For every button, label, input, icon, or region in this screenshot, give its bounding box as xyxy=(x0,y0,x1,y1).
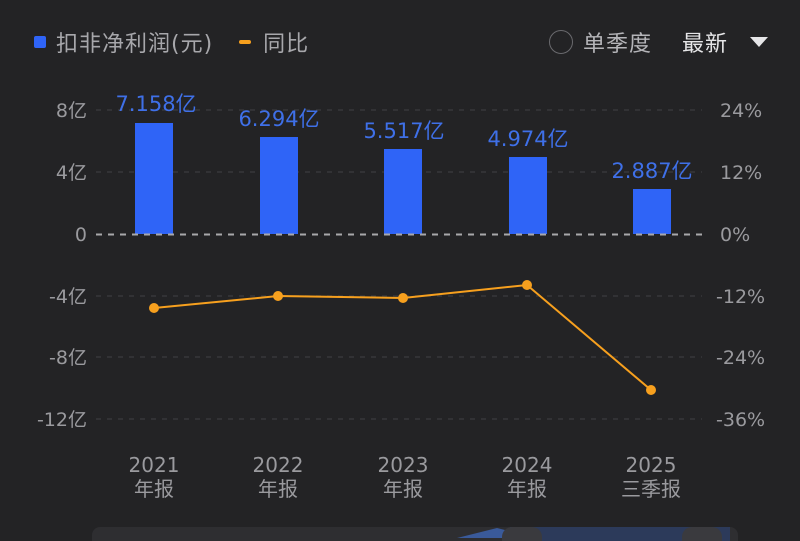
range-handle-left[interactable] xyxy=(502,527,542,541)
right-axis: 24% 12% 0% -12% -24% -36% xyxy=(716,100,765,431)
bars xyxy=(135,123,671,234)
yoy-line xyxy=(149,280,656,395)
yoy-point-2025[interactable] xyxy=(646,385,656,395)
range-handle-right[interactable] xyxy=(682,527,722,541)
x-tick-year: 2021 xyxy=(129,453,180,477)
x-tick-type: 三季报 xyxy=(621,477,681,501)
bar-2025[interactable] xyxy=(633,189,671,234)
left-tick: -8亿 xyxy=(49,347,87,369)
triangle-down-icon[interactable] xyxy=(750,37,768,47)
chart-controls: 单季度 最新 xyxy=(548,24,768,60)
yoy-point-2021[interactable] xyxy=(149,303,159,313)
x-tick-type: 年报 xyxy=(383,477,423,501)
single-quarter-radio[interactable] xyxy=(548,30,573,54)
x-tick-year: 2023 xyxy=(378,453,429,477)
x-tick-year: 2025 xyxy=(626,453,677,477)
right-tick: -24% xyxy=(716,347,765,369)
yoy-point-2023[interactable] xyxy=(398,293,408,303)
bar-2023[interactable] xyxy=(384,149,422,234)
bar-2022[interactable] xyxy=(260,137,298,234)
left-tick: -12亿 xyxy=(37,409,87,431)
sort-dropdown-label[interactable]: 最新 xyxy=(681,32,728,57)
x-tick-year: 2024 xyxy=(502,453,553,477)
right-tick: -12% xyxy=(716,286,765,308)
legend-label-net-profit: 扣非净利润(元) xyxy=(56,32,214,57)
left-tick: 8亿 xyxy=(56,100,87,122)
square-marker-icon xyxy=(34,36,46,48)
right-tick: 24% xyxy=(720,100,762,122)
right-tick: -36% xyxy=(716,409,765,431)
x-axis: 2021 年报 2022 年报 2023 年报 2024 年报 2025 三季报 xyxy=(129,453,681,501)
left-axis: 8亿 4亿 0 -4亿 -8亿 -12亿 xyxy=(37,100,87,431)
left-tick: -4亿 xyxy=(49,286,87,308)
legend-item-yoy[interactable]: 同比 xyxy=(239,26,309,58)
bar-label-2023: 5.517亿 xyxy=(363,119,444,143)
range-selector-panel[interactable] xyxy=(92,527,738,541)
bar-label-2024: 4.974亿 xyxy=(487,127,568,151)
bar-label-2021: 7.158亿 xyxy=(115,92,196,116)
range-preview-shape xyxy=(457,528,537,538)
bar-2021[interactable] xyxy=(135,123,173,234)
single-quarter-label[interactable]: 单季度 xyxy=(582,32,652,57)
gridlines xyxy=(96,109,702,420)
right-tick: 12% xyxy=(720,162,762,184)
chart-legend: 扣非净利润(元) 同比 xyxy=(34,25,309,59)
x-tick-year: 2022 xyxy=(253,453,304,477)
bar-label-2022: 6.294亿 xyxy=(238,107,319,131)
left-tick: 0 xyxy=(75,224,87,246)
yoy-point-2022[interactable] xyxy=(273,291,283,301)
right-tick: 0% xyxy=(720,224,750,246)
bar-2024[interactable] xyxy=(509,157,547,234)
x-tick-type: 年报 xyxy=(258,477,298,501)
bar-label-2025: 2.887亿 xyxy=(611,159,692,183)
dash-marker-icon xyxy=(239,40,252,44)
left-tick: 4亿 xyxy=(56,162,87,184)
x-tick-type: 年报 xyxy=(134,477,174,501)
legend-item-net-profit[interactable]: 扣非净利润(元) xyxy=(34,26,213,58)
bar-value-labels: 7.158亿 6.294亿 5.517亿 4.974亿 2.887亿 xyxy=(115,92,692,183)
yoy-point-2024[interactable] xyxy=(522,280,532,290)
legend-label-yoy: 同比 xyxy=(263,32,310,57)
x-tick-type: 年报 xyxy=(507,477,547,501)
